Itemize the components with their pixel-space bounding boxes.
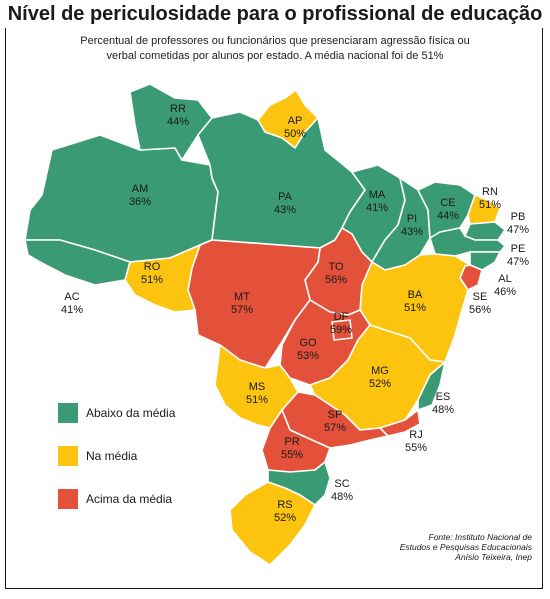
title-bar: Nível de periculosidade para o profissio… bbox=[0, 0, 550, 30]
state-code-df: DF bbox=[334, 311, 349, 323]
state-shape-rs bbox=[229, 481, 316, 566]
legend-item-at: Na média bbox=[58, 445, 175, 467]
state-value-rr: 44% bbox=[167, 116, 189, 128]
subtitle: Percentual de professores ou funcionário… bbox=[60, 34, 490, 64]
source-line-1: Fonte: Instituto Nacional de bbox=[428, 532, 532, 542]
state-shape-es bbox=[417, 361, 446, 411]
state-code-ms: MS bbox=[249, 381, 266, 393]
state-value-mg: 52% bbox=[369, 378, 391, 390]
state-value-mt: 57% bbox=[231, 304, 253, 316]
subtitle-line-1: Percentual de professores ou funcionário… bbox=[80, 35, 470, 47]
state-code-rs: RS bbox=[277, 499, 292, 511]
state-code-to: TO bbox=[328, 261, 344, 273]
state-code-al: AL bbox=[498, 273, 511, 285]
state-shape-ce bbox=[417, 181, 476, 239]
state-value-ce: 44% bbox=[437, 210, 459, 222]
state-code-am: AM bbox=[132, 183, 149, 195]
state-shape-ro bbox=[124, 244, 201, 313]
state-code-sc: SC bbox=[334, 478, 349, 490]
state-value-ma: 41% bbox=[366, 202, 388, 214]
state-value-go: 53% bbox=[297, 350, 319, 362]
state-value-sc: 48% bbox=[331, 491, 353, 503]
state-value-ba: 51% bbox=[404, 302, 426, 314]
legend-swatch-at bbox=[58, 446, 78, 466]
state-code-ba: BA bbox=[408, 289, 423, 301]
state-code-ap: AP bbox=[288, 115, 303, 127]
state-code-se: SE bbox=[473, 291, 488, 303]
state-code-mt: MT bbox=[234, 291, 250, 303]
state-value-rj: 55% bbox=[405, 442, 427, 454]
state-code-mg: MG bbox=[371, 365, 389, 377]
legend-label-below: Abaixo da média bbox=[86, 406, 176, 420]
legend-label-at: Na média bbox=[86, 449, 138, 463]
state-code-ma: MA bbox=[369, 189, 386, 201]
source-line-3: Anísio Teixeira, Inep bbox=[455, 552, 532, 562]
state-code-pe: PE bbox=[511, 243, 526, 255]
legend-swatch-below bbox=[58, 403, 78, 423]
state-value-ro: 51% bbox=[141, 274, 163, 286]
state-value-al: 46% bbox=[494, 286, 516, 298]
state-shape-pb bbox=[464, 221, 506, 241]
state-value-ms: 51% bbox=[246, 394, 268, 406]
state-code-sp: SP bbox=[328, 409, 343, 421]
source-credit: Fonte: Instituto Nacional de Estudos e P… bbox=[332, 532, 532, 562]
state-value-rn: 51% bbox=[479, 199, 501, 211]
state-value-pb: 47% bbox=[507, 224, 529, 236]
state-code-es: ES bbox=[436, 391, 451, 403]
state-value-sp: 57% bbox=[324, 422, 346, 434]
legend-label-above: Acima da média bbox=[86, 492, 173, 506]
state-value-df: 59% bbox=[330, 324, 352, 336]
state-value-pe: 47% bbox=[507, 256, 529, 268]
subtitle-line-2: verbal cometidas por alunos por estado. … bbox=[106, 50, 444, 62]
page-title: Nível de periculosidade para o profissio… bbox=[0, 0, 550, 28]
source-line-2: Estudos e Pesquisas Educacionais bbox=[399, 542, 532, 552]
state-shape-pe bbox=[429, 227, 506, 257]
state-shape-al bbox=[469, 251, 501, 271]
legend-item-above: Acima da média bbox=[58, 488, 175, 510]
state-value-rs: 52% bbox=[274, 512, 296, 524]
state-code-go: GO bbox=[299, 337, 317, 349]
state-value-ap: 50% bbox=[284, 128, 306, 140]
state-value-pr: 55% bbox=[281, 449, 303, 461]
state-code-ro: RO bbox=[144, 261, 161, 273]
state-code-ce: CE bbox=[440, 197, 455, 209]
state-value-pa: 43% bbox=[274, 204, 296, 216]
legend: Abaixo da média Na média Acima da média bbox=[58, 402, 175, 531]
state-code-ac: AC bbox=[64, 291, 79, 303]
state-value-es: 48% bbox=[432, 404, 454, 416]
state-code-rr: RR bbox=[170, 103, 186, 115]
legend-swatch-above bbox=[58, 489, 78, 509]
state-code-pi: PI bbox=[407, 213, 417, 225]
state-value-se: 56% bbox=[469, 304, 491, 316]
state-code-rn: RN bbox=[482, 186, 498, 198]
state-code-pa: PA bbox=[278, 191, 293, 203]
state-value-to: 56% bbox=[325, 274, 347, 286]
state-code-rj: RJ bbox=[409, 429, 422, 441]
state-shape-df bbox=[331, 319, 353, 341]
state-value-pi: 43% bbox=[401, 226, 423, 238]
legend-item-below: Abaixo da média bbox=[58, 402, 175, 424]
state-value-am: 36% bbox=[129, 196, 151, 208]
state-code-pb: PB bbox=[511, 211, 526, 223]
state-value-ac: 41% bbox=[61, 304, 83, 316]
state-code-pr: PR bbox=[284, 436, 299, 448]
state-shape-ac bbox=[24, 239, 131, 286]
